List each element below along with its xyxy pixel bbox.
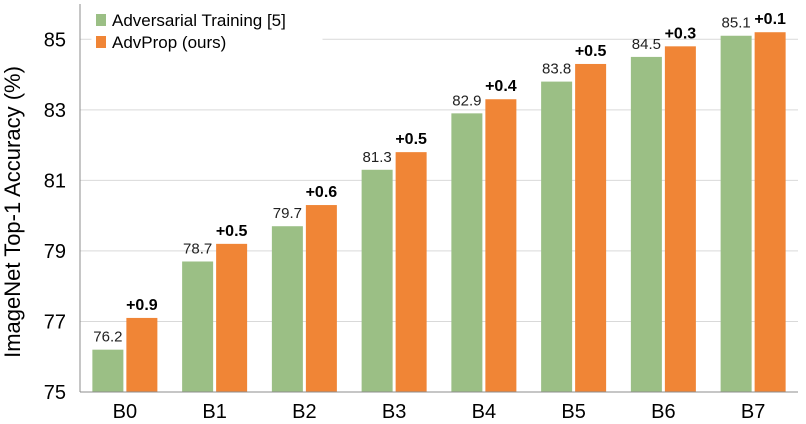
legend-box	[91, 5, 323, 57]
advprop-bar-b1	[216, 243, 248, 392]
delta-label-b2: +0.6	[306, 184, 338, 201]
value-label-b7: 85.1	[722, 15, 751, 32]
advprop-bar-b5	[575, 63, 607, 393]
y-tick-label: 81	[44, 170, 66, 192]
adversarial-bar-b4	[451, 113, 483, 392]
adversarial-bar-b7	[720, 35, 752, 392]
data-labels: 76.2+0.978.7+0.579.7+0.681.3+0.582.9+0.4…	[93, 11, 786, 345]
y-tick-label: 85	[44, 29, 66, 51]
x-tick-label: B2	[292, 401, 316, 423]
delta-label-b0: +0.9	[126, 297, 158, 314]
adversarial-bar-b1	[182, 261, 214, 392]
x-tick-label: B5	[561, 401, 585, 423]
value-label-b2: 79.7	[273, 205, 302, 222]
delta-label-b1: +0.5	[216, 223, 248, 240]
advprop-bar-b3	[395, 152, 427, 392]
x-tick-label: B7	[741, 401, 765, 423]
bars	[92, 32, 786, 393]
delta-label-b4: +0.4	[485, 78, 517, 95]
legend-swatch	[96, 36, 106, 48]
advprop-bar-b2	[305, 205, 337, 392]
adversarial-bar-b2	[271, 226, 303, 392]
value-label-b3: 81.3	[363, 149, 392, 166]
legend-label: AdvProp (ours)	[112, 33, 226, 52]
y-axis-label: ImageNet Top-1 Accuracy (%)	[0, 66, 25, 358]
delta-label-b5: +0.5	[575, 43, 607, 60]
y-tick-label: 77	[44, 311, 66, 333]
legend-swatch	[96, 14, 106, 26]
advprop-bar-b6	[664, 46, 696, 393]
x-tick-label: B1	[202, 401, 226, 423]
adversarial-bar-b3	[361, 169, 393, 392]
advprop-bar-b4	[485, 99, 517, 393]
legend: Adversarial Training [5] AdvProp (ours)	[91, 5, 323, 57]
adversarial-bar-b0	[92, 349, 124, 392]
adversarial-bar-b6	[630, 56, 662, 393]
y-tick-label: 75	[44, 382, 66, 404]
x-tick-label: B3	[382, 401, 406, 423]
legend-label: Adversarial Training [5]	[112, 11, 286, 30]
value-label-b0: 76.2	[93, 329, 122, 346]
delta-label-b3: +0.5	[395, 131, 427, 148]
x-tick-label: B4	[472, 401, 496, 423]
delta-label-b7: +0.1	[754, 11, 786, 28]
advprop-bar-b7	[754, 32, 786, 393]
value-label-b5: 83.8	[542, 61, 571, 78]
value-label-b6: 84.5	[632, 36, 661, 53]
y-tick-label: 79	[44, 241, 66, 263]
x-tick-label: B6	[651, 401, 675, 423]
x-tick-label: B0	[113, 401, 137, 423]
value-label-b4: 82.9	[452, 92, 481, 109]
axes: 75 77 79 81 83 85 B0 B1 B2 B3 B4 B5 B6 B7	[44, 4, 798, 423]
value-label-b1: 78.7	[183, 240, 212, 257]
y-tick-label: 83	[44, 100, 66, 122]
adversarial-bar-b5	[541, 81, 573, 392]
advprop-bar-b0	[126, 317, 158, 392]
delta-label-b6: +0.3	[665, 25, 697, 42]
